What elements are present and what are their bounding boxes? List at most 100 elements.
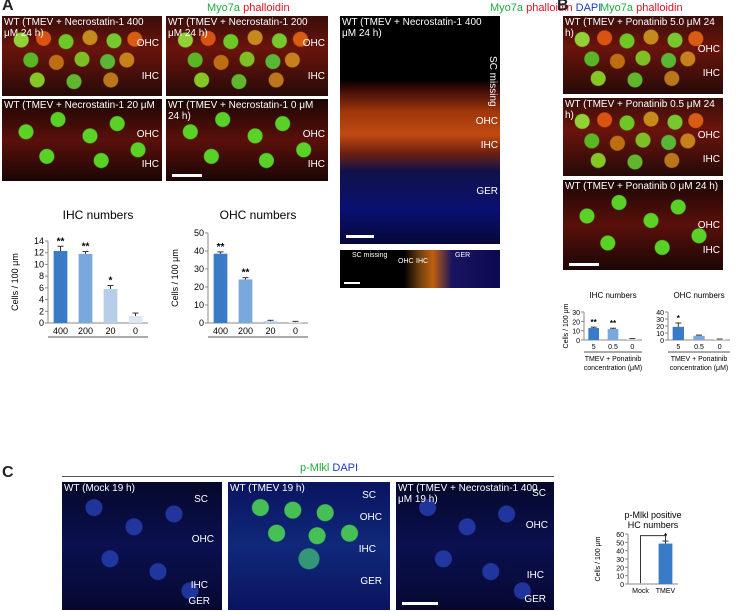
x-tick-label: 0 bbox=[293, 326, 298, 336]
legend-dapi: DAPI bbox=[575, 2, 602, 14]
x-tick-label: 0.5 bbox=[694, 344, 704, 351]
bracket-ohc: OHC bbox=[359, 512, 382, 523]
label-sc-missing: SC missing bbox=[352, 252, 388, 259]
bracket-ihc: IHC bbox=[702, 245, 720, 256]
significance-label: ** bbox=[242, 268, 250, 279]
bar bbox=[128, 315, 143, 323]
panel-b-legend: Myo7a phalloidin bbox=[600, 2, 683, 14]
image-title: WT (TMEV + Ponatinib 5.0 μM 24 h) bbox=[565, 17, 715, 39]
bracket-ohc: OHC bbox=[475, 116, 498, 127]
x-tick-label: 200 bbox=[238, 326, 253, 336]
bracket-sc: SC bbox=[194, 494, 208, 505]
micrograph-a-tall: WT (TMEV + Necrostatin-1 400 μM 24 h) SC… bbox=[340, 16, 500, 244]
y-tick-label: 40 bbox=[194, 246, 204, 256]
bracket-ohc: OHC bbox=[302, 129, 325, 140]
label-ohc: OHC bbox=[398, 258, 414, 265]
chart-a-ihc: IHC numbers 0 2 4 6 8 10 12 14 Cells / 100 μm ** 40… bbox=[0, 205, 165, 340]
bar bbox=[672, 326, 685, 340]
scale-bar bbox=[569, 263, 599, 266]
y-tick-label: 0 bbox=[39, 318, 44, 328]
y-tick-label: 30 bbox=[194, 264, 204, 274]
bracket-sc: SC bbox=[362, 490, 376, 501]
y-tick-label: 20 bbox=[572, 319, 580, 326]
scale-bar bbox=[172, 174, 202, 177]
chart-title: HC numbers bbox=[628, 520, 679, 530]
bracket-ohc: OHC bbox=[697, 220, 720, 231]
y-tick-label: 6 bbox=[39, 283, 44, 293]
bracket-ohc: OHC bbox=[302, 38, 325, 49]
y-tick-label: 0 bbox=[620, 582, 624, 589]
y-tick-label: 40 bbox=[656, 310, 664, 317]
micrograph-b1: WT (TMEV + Ponatinib 5.0 μM 24 h) OHC IH… bbox=[563, 16, 723, 94]
y-tick-label: 50 bbox=[616, 540, 624, 547]
scale-bar bbox=[346, 235, 374, 238]
bracket-ihc: IHC bbox=[141, 159, 159, 170]
bracket-ger: GER bbox=[476, 186, 498, 197]
x-tick-label: 0.5 bbox=[608, 344, 618, 351]
bracket-ger: GER bbox=[524, 594, 546, 605]
image-title: WT (TMEV + Necrostatin-1 20 μM bbox=[4, 100, 155, 111]
panel-label-b: B bbox=[557, 0, 569, 14]
bracket-ger: GER bbox=[360, 576, 382, 587]
bracket-ihc: IHC bbox=[307, 159, 325, 170]
y-tick-label: 10 bbox=[616, 574, 624, 581]
y-tick-label: 30 bbox=[572, 310, 580, 317]
chart-title: p-Mlkl positive bbox=[624, 510, 681, 520]
micrograph-c1: WT (Mock 19 h) SC OHC IHC GER bbox=[62, 482, 222, 610]
bracket-ihc: IHC bbox=[141, 71, 159, 82]
bracket-ihc: IHC bbox=[358, 544, 376, 555]
bracket-ihc: IHC bbox=[307, 71, 325, 82]
x-tick-label: Mock bbox=[632, 588, 649, 595]
image-title: WT (TMEV + Necrostatin-1 400 μM 19 h) bbox=[398, 483, 538, 505]
micrograph-b2: WT (TMEV + Ponatinib 0.5 μM 24 h) OHC IH… bbox=[563, 98, 723, 176]
y-tick-label: 10 bbox=[194, 300, 204, 310]
bracket-ohc: OHC bbox=[697, 44, 720, 55]
significance-label: ** bbox=[217, 242, 225, 253]
chart-title: OHC numbers bbox=[220, 208, 297, 222]
bracket-ihc: IHC bbox=[190, 580, 208, 591]
panel-a-legend: Myo7a phalloidin bbox=[207, 2, 290, 14]
micrograph-c3: WT (TMEV + Necrostatin-1 400 μM 19 h) SC… bbox=[396, 482, 554, 610]
bracket-sc: SC bbox=[532, 488, 546, 499]
bracket-ger: GER bbox=[188, 596, 210, 607]
y-tick-label: 12 bbox=[34, 248, 44, 258]
y-tick-label: 4 bbox=[39, 295, 44, 305]
y-tick-label: 10 bbox=[572, 329, 580, 336]
bar bbox=[263, 321, 278, 323]
bar bbox=[588, 328, 599, 340]
chart-a-ohc: OHC numbers 0 10 20 30 40 50 Cells / 100 μm ** 40… bbox=[170, 205, 325, 340]
x-tick-label: 400 bbox=[213, 326, 228, 336]
bar bbox=[288, 322, 303, 323]
y-tick-label: 20 bbox=[616, 565, 624, 572]
legend-myo7a: Myo7a bbox=[600, 2, 634, 14]
x-tick-label: 5 bbox=[676, 344, 680, 351]
micrograph-b3: WT (TMEV + Ponatinib 0 μM 24 h) OHC IHC bbox=[563, 180, 723, 270]
y-tick-label: 0 bbox=[576, 338, 580, 345]
significance-label: * bbox=[109, 276, 113, 287]
y-tick-label: 14 bbox=[34, 236, 44, 246]
bracket-ohc: OHC bbox=[136, 129, 159, 140]
x-tick-label: TMEV bbox=[656, 588, 676, 595]
x-axis-label: TMEV + Ponatinib bbox=[671, 356, 728, 363]
y-tick-label: 50 bbox=[194, 228, 204, 238]
bracket-ihc: IHC bbox=[702, 154, 720, 165]
panel-label-a: A bbox=[2, 0, 14, 14]
y-axis-label: Cells / 100 μm bbox=[595, 536, 602, 581]
legend-myo7a: Myo7a bbox=[207, 2, 241, 14]
bracket-sc-missing: SC missing bbox=[487, 56, 498, 107]
y-axis-label: Cells / 100 μm bbox=[170, 249, 180, 307]
micrograph-a4: WT (TMEV + Necrostatin-1 0 μM 24 h) OHC … bbox=[166, 99, 328, 181]
bar bbox=[238, 279, 253, 323]
y-tick-label: 2 bbox=[39, 306, 44, 316]
bar bbox=[78, 253, 93, 323]
significance-label: ** bbox=[591, 318, 598, 327]
bracket-ihc: IHC bbox=[526, 570, 544, 581]
image-title: WT (Mock 19 h) bbox=[64, 483, 135, 494]
legend-phalloidin: phalloidin bbox=[636, 2, 683, 14]
significance-label: ** bbox=[82, 242, 90, 253]
micrograph-a1: WT (TMEV + Necrostatin-1 400 μM 24 h) OH… bbox=[2, 16, 162, 96]
bar bbox=[627, 338, 638, 340]
